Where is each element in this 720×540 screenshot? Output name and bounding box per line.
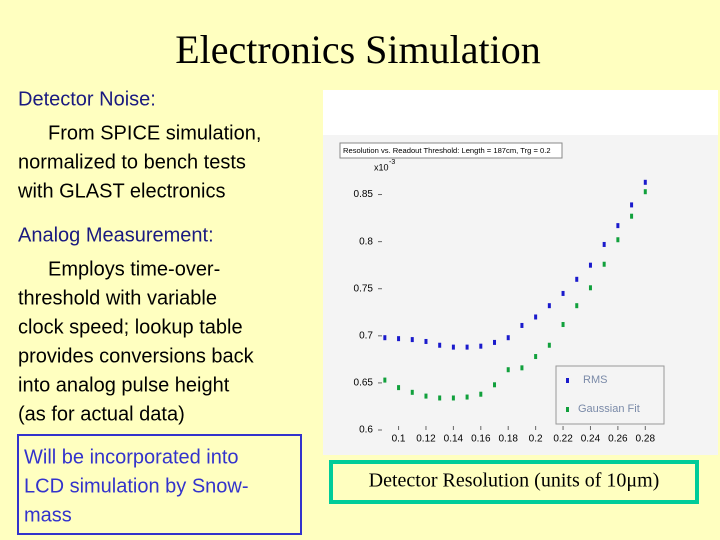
- point: [397, 385, 401, 391]
- note-line: Will be incorporated into: [24, 446, 239, 468]
- legend-label: RMS: [583, 374, 607, 386]
- caption-box: [329, 460, 699, 504]
- section-line: threshold with variable: [18, 287, 217, 309]
- chart-title-box: [339, 142, 563, 159]
- y-tick-label: 0.75: [354, 283, 374, 294]
- point: [547, 303, 551, 309]
- point: [451, 395, 455, 401]
- x-tick-label: 0.28: [636, 434, 656, 445]
- point: [616, 223, 620, 229]
- x-tick-label: 0.18: [498, 434, 518, 445]
- point: [493, 382, 497, 388]
- point: [575, 303, 579, 309]
- y-multiplier: x10: [374, 162, 389, 172]
- point: [630, 213, 634, 219]
- section-line: clock speed; lookup table: [18, 316, 243, 338]
- point: [438, 342, 442, 348]
- point: [534, 314, 538, 320]
- point: [561, 290, 565, 296]
- legend-marker: [566, 407, 569, 412]
- point: [602, 241, 606, 247]
- legend-label: Gaussian Fit: [578, 403, 640, 415]
- y-tick-label: 0.7: [359, 330, 373, 341]
- point: [383, 377, 387, 383]
- point: [547, 342, 551, 348]
- x-tick-label: 0.12: [416, 434, 436, 445]
- point: [534, 354, 538, 360]
- point: [479, 391, 483, 397]
- point: [493, 339, 497, 345]
- section-line: with GLAST electronics: [17, 180, 226, 202]
- x-tick-label: 0.14: [444, 434, 464, 445]
- point: [465, 394, 469, 400]
- y-tick-label: 0.65: [354, 378, 374, 389]
- y-multiplier-exponent: -3: [389, 159, 395, 166]
- point: [506, 367, 510, 373]
- point: [397, 336, 401, 342]
- y-tick-label: 0.8: [359, 236, 373, 247]
- note-box: [17, 434, 302, 535]
- point: [561, 322, 565, 328]
- slide-title: Electronics Simulation: [175, 27, 541, 72]
- point: [588, 285, 592, 291]
- point: [410, 389, 414, 395]
- x-tick-label: 0.2: [529, 434, 543, 445]
- section-line: normalized to bench tests: [18, 151, 246, 173]
- point: [602, 261, 606, 267]
- section-line: Employs time-over-: [48, 258, 220, 280]
- point: [575, 276, 579, 282]
- x-tick-label: 0.22: [553, 434, 573, 445]
- point: [479, 343, 483, 349]
- caption: Detector Resolution (units of 10μm): [369, 470, 660, 492]
- section-line: provides conversions back: [18, 345, 255, 367]
- y-tick-label: 0.6: [359, 425, 373, 436]
- x-tick-label: 0.24: [581, 434, 601, 445]
- point: [630, 202, 634, 208]
- legend-box: [555, 365, 665, 425]
- section-heading: Detector Noise:: [18, 88, 156, 110]
- point: [520, 322, 524, 328]
- point: [465, 344, 469, 350]
- section-line: into analog pulse height: [18, 374, 230, 396]
- section-heading: Analog Measurement:: [18, 224, 214, 246]
- x-tick-label: 0.16: [471, 434, 491, 445]
- note-line: LCD simulation by Snow-: [24, 475, 249, 497]
- point: [520, 365, 524, 371]
- note-line: mass: [24, 504, 72, 526]
- x-tick-label: 0.26: [608, 434, 628, 445]
- point: [506, 335, 510, 341]
- point: [424, 393, 428, 399]
- x-tick-label: 0.1: [392, 434, 406, 445]
- point: [410, 337, 414, 343]
- point: [643, 179, 647, 185]
- y-tick-label: 0.85: [354, 189, 374, 200]
- point: [424, 338, 428, 344]
- point: [643, 189, 647, 195]
- point: [588, 262, 592, 268]
- section-line: From SPICE simulation,: [48, 122, 261, 144]
- point: [383, 335, 387, 341]
- legend-marker: [566, 378, 569, 383]
- point: [616, 237, 620, 243]
- point: [451, 344, 455, 350]
- point: [438, 395, 442, 401]
- section-line: (as for actual data): [18, 403, 185, 425]
- chart-title: Resolution vs. Readout Threshold: Length…: [343, 146, 551, 155]
